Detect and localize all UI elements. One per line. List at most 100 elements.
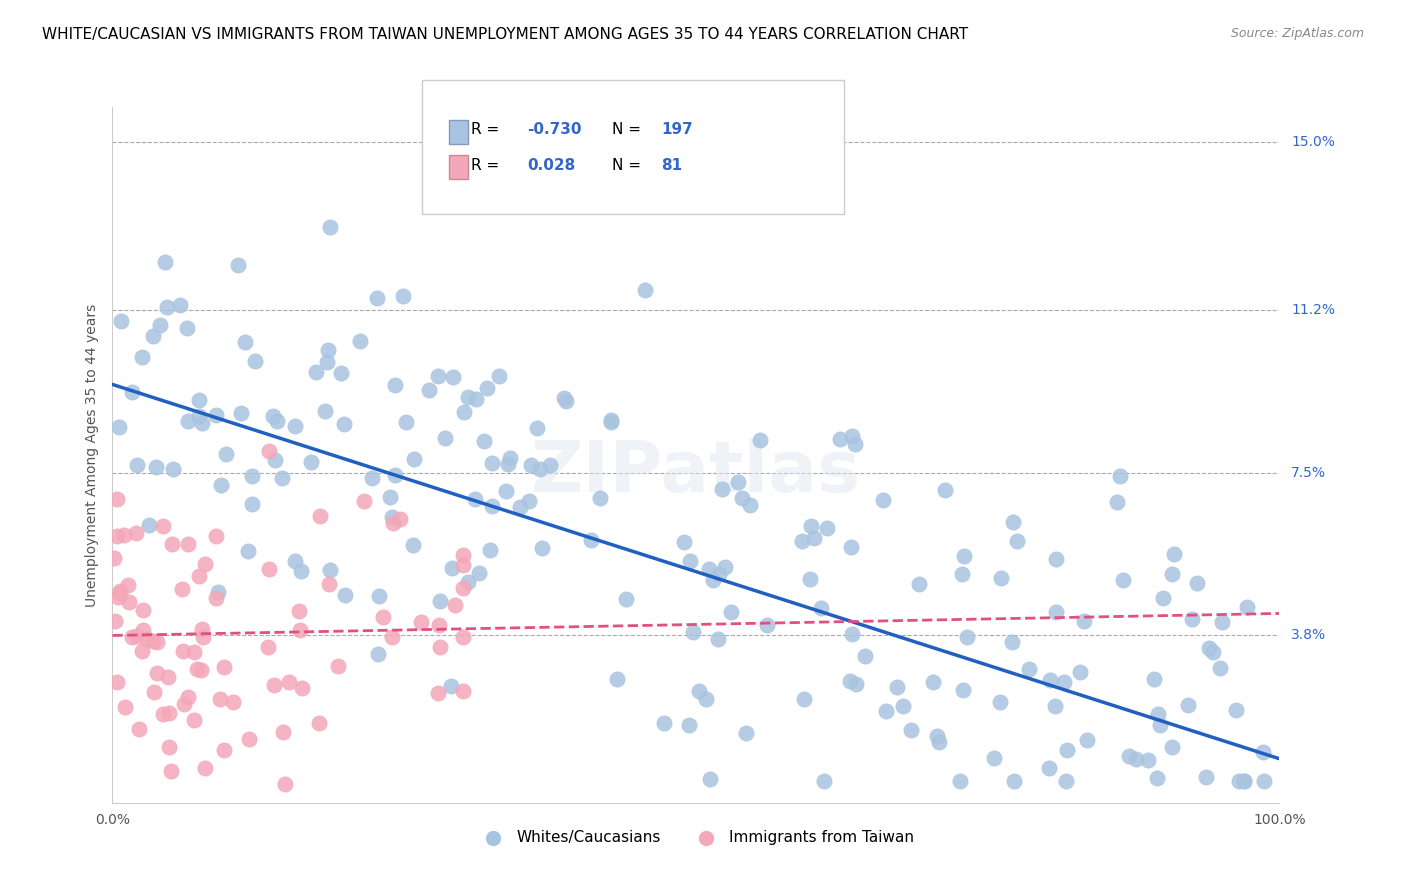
Point <box>191 622 214 636</box>
Point <box>457 390 479 404</box>
Point <box>335 589 357 603</box>
Point <box>841 627 863 641</box>
Text: 7.5%: 7.5% <box>1291 466 1326 480</box>
Point <box>110 313 132 327</box>
Point <box>183 645 205 659</box>
Point <box>157 739 180 754</box>
Point <box>209 691 232 706</box>
Point <box>1147 706 1170 721</box>
Point <box>707 632 730 646</box>
Point <box>815 521 838 535</box>
Point <box>305 365 328 379</box>
Point <box>731 491 754 506</box>
Text: R =: R = <box>471 158 505 172</box>
Point <box>934 483 956 498</box>
Point <box>128 722 150 736</box>
Point <box>108 584 131 599</box>
Point <box>103 550 125 565</box>
Point <box>839 673 862 688</box>
Point <box>481 499 503 513</box>
Text: 0.028: 0.028 <box>527 158 575 172</box>
Point <box>256 640 278 654</box>
Point <box>156 300 179 314</box>
Point <box>145 460 167 475</box>
Point <box>465 392 488 406</box>
Point <box>468 566 491 580</box>
Point <box>678 718 700 732</box>
Point <box>283 554 305 568</box>
Point <box>266 414 288 428</box>
Point <box>599 413 621 427</box>
Point <box>108 585 131 599</box>
Point <box>952 682 974 697</box>
Point <box>697 562 720 576</box>
Point <box>1160 740 1182 755</box>
Point <box>1001 635 1024 649</box>
Point <box>301 454 323 468</box>
Point <box>1187 576 1209 591</box>
Point <box>395 416 418 430</box>
Point <box>793 692 815 706</box>
Point <box>162 461 184 475</box>
Point <box>1202 645 1225 659</box>
Point <box>927 729 949 743</box>
Point <box>1002 773 1025 788</box>
Point <box>457 575 479 590</box>
Point <box>813 773 835 788</box>
Point <box>366 291 388 305</box>
Point <box>907 576 929 591</box>
Point <box>378 490 401 504</box>
Point <box>1209 661 1232 675</box>
Point <box>125 628 148 642</box>
Point <box>142 684 165 698</box>
Point <box>1177 698 1199 712</box>
Text: 3.8%: 3.8% <box>1291 629 1326 642</box>
Point <box>1125 752 1147 766</box>
Point <box>188 568 211 582</box>
Point <box>107 591 129 605</box>
Point <box>990 571 1012 585</box>
Point <box>278 675 301 690</box>
Point <box>634 283 657 297</box>
Point <box>191 631 214 645</box>
Point <box>1112 574 1135 588</box>
Point <box>1053 674 1076 689</box>
Point <box>316 343 339 358</box>
Point <box>509 500 531 514</box>
Text: N =: N = <box>612 158 645 172</box>
Point <box>207 585 229 599</box>
Point <box>451 684 474 698</box>
Point <box>104 615 127 629</box>
Point <box>215 447 238 461</box>
Point <box>112 527 135 541</box>
Point <box>152 519 174 533</box>
Point <box>1236 600 1258 615</box>
Point <box>1233 773 1256 788</box>
Point <box>404 452 426 467</box>
Point <box>259 562 281 576</box>
Point <box>844 437 866 451</box>
Point <box>194 557 217 571</box>
Point <box>1005 533 1028 548</box>
Point <box>228 258 250 272</box>
Point <box>928 735 950 749</box>
Point <box>695 691 717 706</box>
Point <box>679 554 702 568</box>
Point <box>177 690 200 705</box>
Point <box>283 418 305 433</box>
Point <box>117 578 139 592</box>
Text: WHITE/CAUCASIAN VS IMMIGRANTS FROM TAIWAN UNEMPLOYMENT AMONG AGES 35 TO 44 YEARS: WHITE/CAUCASIAN VS IMMIGRANTS FROM TAIWA… <box>42 27 969 42</box>
Point <box>190 664 212 678</box>
Point <box>538 458 561 472</box>
Point <box>186 662 208 676</box>
Point <box>353 494 375 508</box>
Point <box>177 414 200 428</box>
Point <box>205 591 228 605</box>
Point <box>381 509 404 524</box>
Point <box>371 610 394 624</box>
Point <box>402 538 425 552</box>
Point <box>891 698 914 713</box>
Text: -0.730: -0.730 <box>527 122 582 136</box>
Point <box>204 409 226 423</box>
Point <box>529 462 551 476</box>
